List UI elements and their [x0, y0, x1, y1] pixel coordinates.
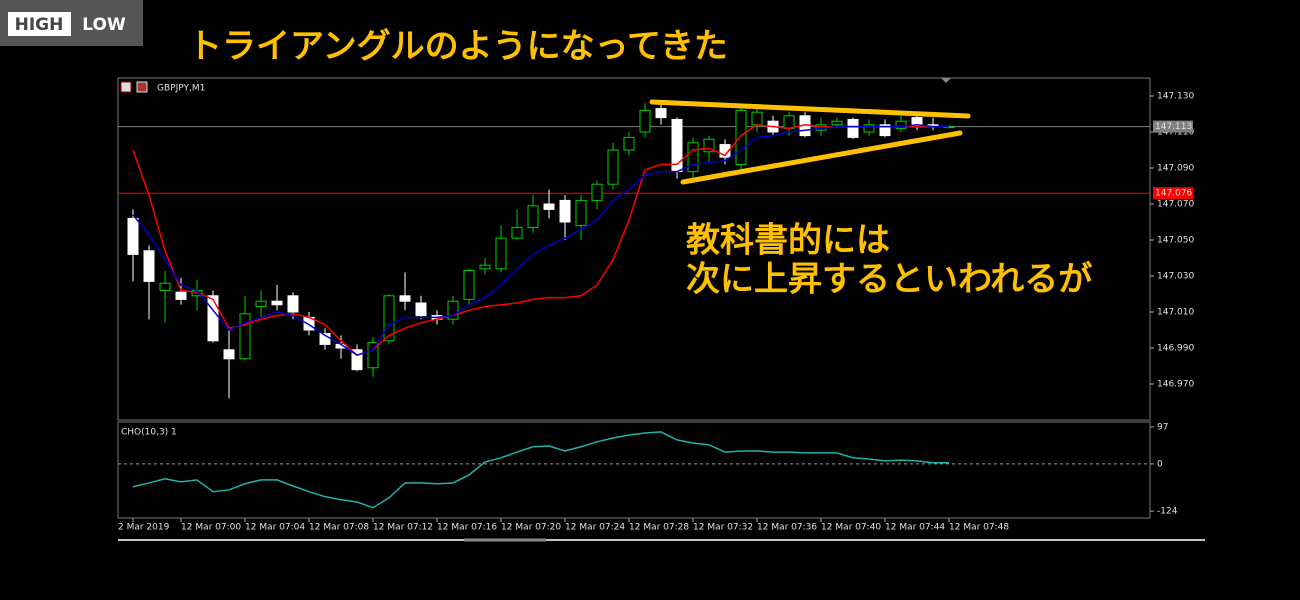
candle-body: [735, 109, 747, 165]
y-tick-label: 97: [1157, 422, 1168, 432]
candle-body: [351, 349, 363, 371]
candle-body: [607, 149, 619, 185]
candle-body: [223, 349, 235, 360]
x-tick-label: 12 Mar 07:36: [757, 523, 817, 533]
y-tick-label: 0: [1157, 459, 1163, 469]
main-panel: [117, 77, 1151, 421]
y-tick-label: 146.990: [1157, 344, 1194, 354]
symbol-label: GBPJPY,M1: [157, 84, 205, 94]
x-tick-label: 12 Mar 07:12: [373, 523, 433, 533]
annotation: 教科書的には: [686, 221, 890, 261]
candle-body: [623, 136, 635, 151]
candle-body: [143, 250, 155, 282]
y-tick-label: 147.030: [1157, 272, 1194, 282]
indicator-label: CHO(10,3) 1: [121, 428, 177, 438]
x-tick-label: 12 Mar 07:04: [245, 523, 305, 533]
candle-body: [127, 217, 139, 255]
candle-body: [559, 199, 571, 223]
y-tick-label: -124: [1157, 507, 1178, 517]
candle-body: [367, 342, 379, 369]
candle-body: [271, 300, 283, 306]
candle-body: [703, 138, 715, 153]
y-tick-label: 147.050: [1157, 236, 1194, 246]
candle-body: [847, 118, 859, 138]
candle-body: [287, 295, 299, 313]
x-tick-label: 2 Mar 2019: [118, 523, 170, 533]
y-tick-label: 147.070: [1157, 200, 1194, 210]
candle-body: [255, 300, 267, 308]
icon: [136, 81, 148, 93]
candle-body: [159, 282, 171, 291]
candle-body: [655, 108, 667, 119]
y-tick-label: 147.010: [1157, 308, 1194, 318]
candle-body: [687, 142, 699, 173]
candle-body: [239, 313, 251, 360]
candle-body: [479, 264, 491, 270]
x-tick-label: 12 Mar 07:08: [309, 523, 369, 533]
line-series: [132, 431, 949, 509]
x-tick-label: 12 Mar 07:20: [501, 523, 561, 533]
triangle-lower: [680, 130, 963, 185]
line-series: [132, 124, 949, 357]
x-tick-label: 12 Mar 07:28: [629, 523, 689, 533]
candle-body: [399, 295, 411, 302]
logo-low: LOW: [82, 15, 126, 35]
price-label: 147.076: [1155, 189, 1192, 199]
x-tick-label: 12 Mar 07:00: [181, 523, 241, 533]
y-tick-label: 147.130: [1157, 92, 1194, 102]
icon: [120, 81, 132, 93]
line-series: [132, 124, 949, 357]
price-label-box: [1153, 120, 1193, 133]
candle-body: [719, 144, 731, 158]
candle-body: [527, 205, 539, 228]
candle-body: [591, 183, 603, 201]
x-tick-label: 12 Mar 07:48: [949, 523, 1009, 533]
indicator-panel: [117, 421, 1151, 519]
candle-body: [879, 124, 891, 137]
candle-body: [863, 124, 875, 133]
logo-left: [8, 12, 71, 36]
price-label: 147.113: [1155, 122, 1192, 132]
candle-body: [175, 291, 187, 300]
logo-high: HIGH: [15, 15, 64, 35]
x-tick-label: 12 Mar 07:44: [885, 523, 945, 533]
y-tick-label: 146.970: [1157, 380, 1194, 390]
price-label-box: [1153, 187, 1193, 200]
shift-marker: [941, 78, 951, 83]
x-tick-label: 12 Mar 07:40: [821, 523, 881, 533]
candle-body: [895, 120, 907, 129]
candle-body: [831, 120, 843, 126]
candle-body: [751, 111, 763, 126]
headline: トライアングルのようになってきた: [188, 27, 728, 67]
y-tick-label: 147.090: [1157, 164, 1194, 174]
candle-body: [783, 115, 795, 129]
plot: 147.130147.110147.090147.070147.050147.0…: [118, 92, 1194, 533]
candle-body: [207, 295, 219, 342]
x-tick-label: 12 Mar 07:32: [693, 523, 753, 533]
x-tick-label: 12 Mar 07:24: [565, 523, 625, 533]
candle-body: [463, 270, 475, 300]
candle-body: [511, 226, 523, 239]
x-tick-label: 12 Mar 07:16: [437, 523, 497, 533]
candle-body: [447, 300, 459, 320]
candle-body: [543, 203, 555, 210]
candle-body: [575, 199, 587, 227]
candle-body: [383, 295, 395, 342]
annotation: 次に上昇するといわれるが: [686, 260, 1092, 300]
candle-body: [639, 109, 651, 133]
candle-body: [415, 302, 427, 317]
candle-body: [495, 237, 507, 270]
triangle-upper: [649, 99, 971, 119]
